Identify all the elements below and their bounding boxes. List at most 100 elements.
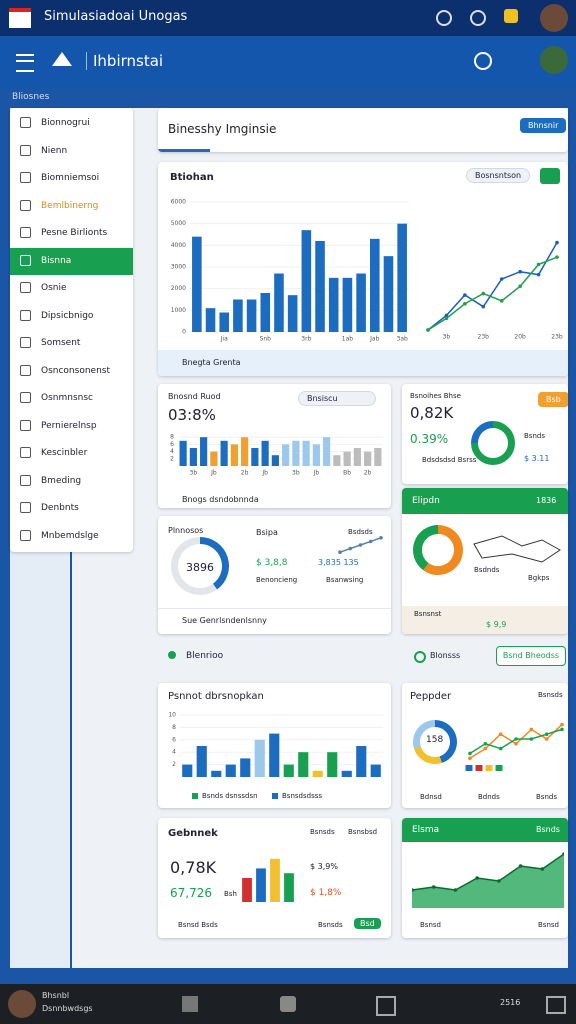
tab[interactable]: Bsnsds [310, 828, 335, 836]
sidebar-item[interactable]: Somsent [10, 330, 133, 358]
bar [374, 448, 382, 466]
label: Nienn [41, 145, 68, 156]
bar [312, 444, 320, 466]
task-icon[interactable] [376, 996, 396, 1016]
bar [200, 437, 208, 466]
sidebar-item[interactable]: Nienn [10, 138, 133, 166]
sidebar-item[interactable]: Pernierelnsp [10, 413, 133, 441]
footer-link[interactable]: Bnegta Grenta [182, 358, 241, 367]
bar [210, 451, 218, 466]
point [499, 277, 504, 281]
line-chart: 3b 23b 20b 23b [426, 240, 563, 341]
sidebar-item[interactable]: Bmeding [10, 468, 133, 496]
sidebar-item[interactable]: Pesne Birlionts [10, 220, 133, 248]
line [412, 853, 564, 891]
sidebar-item[interactable]: Mnbemdslge [10, 523, 133, 551]
sidebar-item[interactable]: Bionnogrui [10, 110, 133, 138]
sidebar-item[interactable]: Bisnna [10, 247, 133, 275]
bar [315, 241, 325, 332]
label: Biomniemsoi [41, 173, 100, 183]
bar [356, 273, 366, 332]
label: Bsdnds [474, 566, 500, 574]
sidebar-item[interactable]: Denbnts [10, 495, 133, 523]
avatar[interactable] [540, 46, 568, 74]
icon[interactable] [436, 10, 452, 26]
label: Pernierelnsp [41, 420, 97, 431]
divider [158, 608, 391, 609]
search[interactable]: Bnsiscu [298, 391, 376, 406]
donut-segment [434, 720, 457, 763]
logo [52, 52, 72, 66]
task-icon[interactable] [546, 996, 566, 1014]
badge: Bsb [538, 392, 568, 407]
x-tick-label: 1ab [342, 336, 353, 343]
bar-chart: 2 4 6 8 10 [168, 712, 383, 777]
toggle-icon[interactable] [414, 651, 426, 663]
footer-link[interactable]: Bnogs dsndobnnda [182, 495, 259, 504]
point [358, 543, 363, 547]
icon [20, 447, 31, 458]
x-tick-label: 3b [190, 470, 198, 477]
point [499, 299, 504, 303]
icon [20, 474, 31, 486]
bar [333, 455, 341, 466]
bar [495, 765, 503, 771]
sales-card: Gebnnek Bsnsds Bsnsbsd 0,78K 67,726 Bsh … [158, 818, 391, 938]
bar [219, 312, 230, 332]
toggle[interactable]: Blonsss [430, 651, 461, 660]
filter-toggle[interactable] [540, 168, 560, 184]
x-tick-label: 3b [292, 470, 300, 477]
donut-segment [423, 525, 463, 575]
legend: Bdnds [478, 793, 500, 801]
tab[interactable]: Bsnsbsd [348, 828, 378, 836]
icon[interactable] [474, 52, 492, 70]
label: Dipsicbnigo [41, 310, 94, 321]
app-icon [9, 8, 31, 28]
icon[interactable] [470, 10, 486, 26]
footer-link[interactable]: Sue Genrlsndenlsnny [182, 616, 267, 625]
area [412, 854, 564, 908]
avatar[interactable] [540, 4, 568, 32]
header-button[interactable]: Bhnsnir [520, 118, 567, 133]
label: Pesne Birlionts [41, 228, 108, 238]
user-name: Bhsnbl [42, 991, 70, 1000]
sidebar-item[interactable]: Osnie [10, 275, 133, 303]
bar [240, 758, 251, 777]
footer-button[interactable]: Bsd [354, 918, 381, 929]
card-title: Psnnot dbrsnopkan [168, 691, 264, 702]
bar [189, 448, 197, 466]
card-footer: Bsnsnst $ 9,9 [402, 606, 568, 634]
icon [20, 502, 31, 513]
donut-segment [471, 421, 494, 444]
menu-button[interactable] [16, 54, 34, 72]
legend: Bdnsd [420, 793, 442, 801]
label: Bsnds [524, 432, 545, 440]
donut-center: 3896 [186, 561, 214, 574]
point [444, 316, 449, 321]
notification[interactable] [504, 9, 518, 23]
point [560, 722, 564, 727]
sidebar-item[interactable]: Kescinbler [10, 440, 133, 468]
icon [20, 172, 31, 183]
point [555, 240, 559, 245]
avatar[interactable] [8, 990, 36, 1018]
sidebar-item[interactable]: Bemlbinerng [10, 193, 133, 221]
filter[interactable]: Bosnsntson [466, 168, 531, 183]
donut [413, 720, 457, 764]
bar [301, 230, 312, 332]
sidebar-item[interactable]: Biomniemsoi [10, 165, 133, 193]
section-button[interactable]: Bsnd Bheodss [496, 646, 566, 666]
sidebar-item[interactable]: Osnmnsnsc [10, 385, 133, 413]
task-icon[interactable] [182, 996, 198, 1012]
icon [20, 337, 31, 348]
donut [413, 525, 463, 575]
sidebar-item[interactable]: Osnconsonenst [10, 358, 133, 386]
point [475, 876, 479, 880]
legend-swatch [192, 793, 198, 799]
legend: Bsnds [536, 793, 557, 801]
sidebar-item[interactable]: Dipsicbnigo [10, 303, 133, 331]
task-icon[interactable] [280, 996, 296, 1012]
label: 3,835 135 [318, 558, 359, 567]
legend: Bsnsdsdsss [282, 792, 323, 800]
